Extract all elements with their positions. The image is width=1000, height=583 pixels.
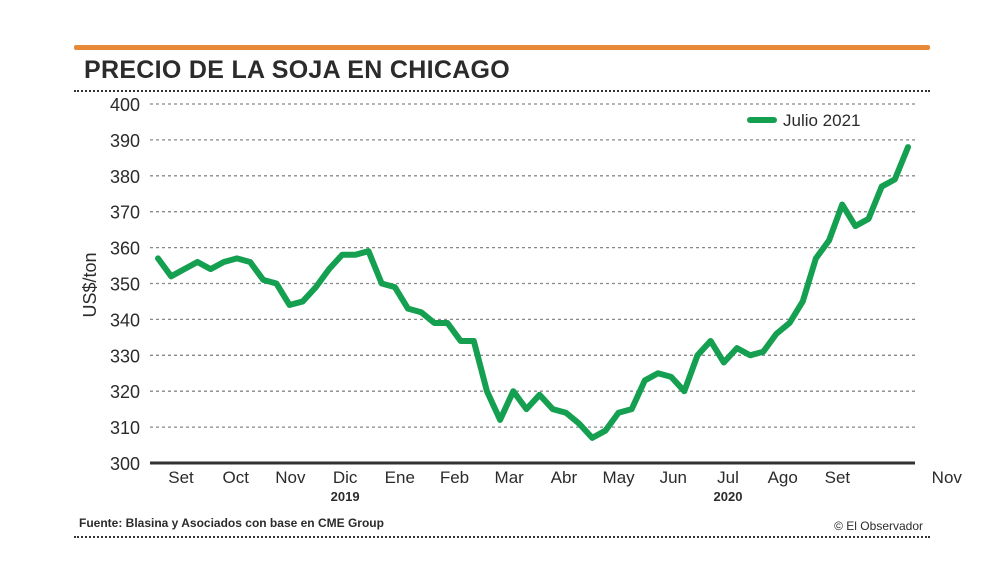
series-line: [155, 144, 911, 441]
x-tick-label: Jul: [717, 468, 739, 487]
x-tick-label: Nov: [932, 468, 963, 487]
x-tick-label: Ene: [385, 468, 415, 487]
x-tick-label: Abr: [551, 468, 578, 487]
y-tick-label: 300: [110, 454, 140, 474]
y-tick-label: 400: [110, 95, 140, 115]
title-divider: [74, 90, 930, 92]
y-tick-label: 380: [110, 167, 140, 187]
x-tick-label: Set: [825, 468, 851, 487]
y-tick-label: 330: [110, 346, 140, 366]
y-tick-label: 370: [110, 203, 140, 223]
year-label: 2020: [714, 489, 743, 504]
y-tick-label: 360: [110, 239, 140, 259]
x-tick-label: Ago: [768, 468, 798, 487]
x-tick-label: Mar: [495, 468, 525, 487]
y-tick-label: 390: [110, 131, 140, 151]
x-tick-label: Feb: [440, 468, 469, 487]
footer-divider: [74, 536, 930, 538]
x-tick-label: Oct: [222, 468, 249, 487]
x-tick-label: Set: [168, 468, 194, 487]
y-tick-label: 350: [110, 275, 140, 295]
y-tick-label: 310: [110, 418, 140, 438]
credit: © El Observador: [834, 519, 923, 533]
y-tick-label: 320: [110, 382, 140, 402]
y-tick-label: 340: [110, 310, 140, 330]
chart-title: PRECIO DE LA SOJA EN CHICAGO: [84, 56, 511, 84]
y-axis-label: US$/ton: [80, 252, 100, 317]
x-tick-label: May: [603, 468, 636, 487]
x-tick-label: Nov: [275, 468, 306, 487]
x-tick-label: Dic: [333, 468, 358, 487]
x-tick-label: Jun: [660, 468, 687, 487]
year-label: 2019: [331, 489, 360, 504]
source-note: Fuente: Blasina y Asociados con base en …: [79, 516, 384, 530]
legend-label: Julio 2021: [783, 111, 861, 130]
accent-bar: [74, 45, 930, 50]
